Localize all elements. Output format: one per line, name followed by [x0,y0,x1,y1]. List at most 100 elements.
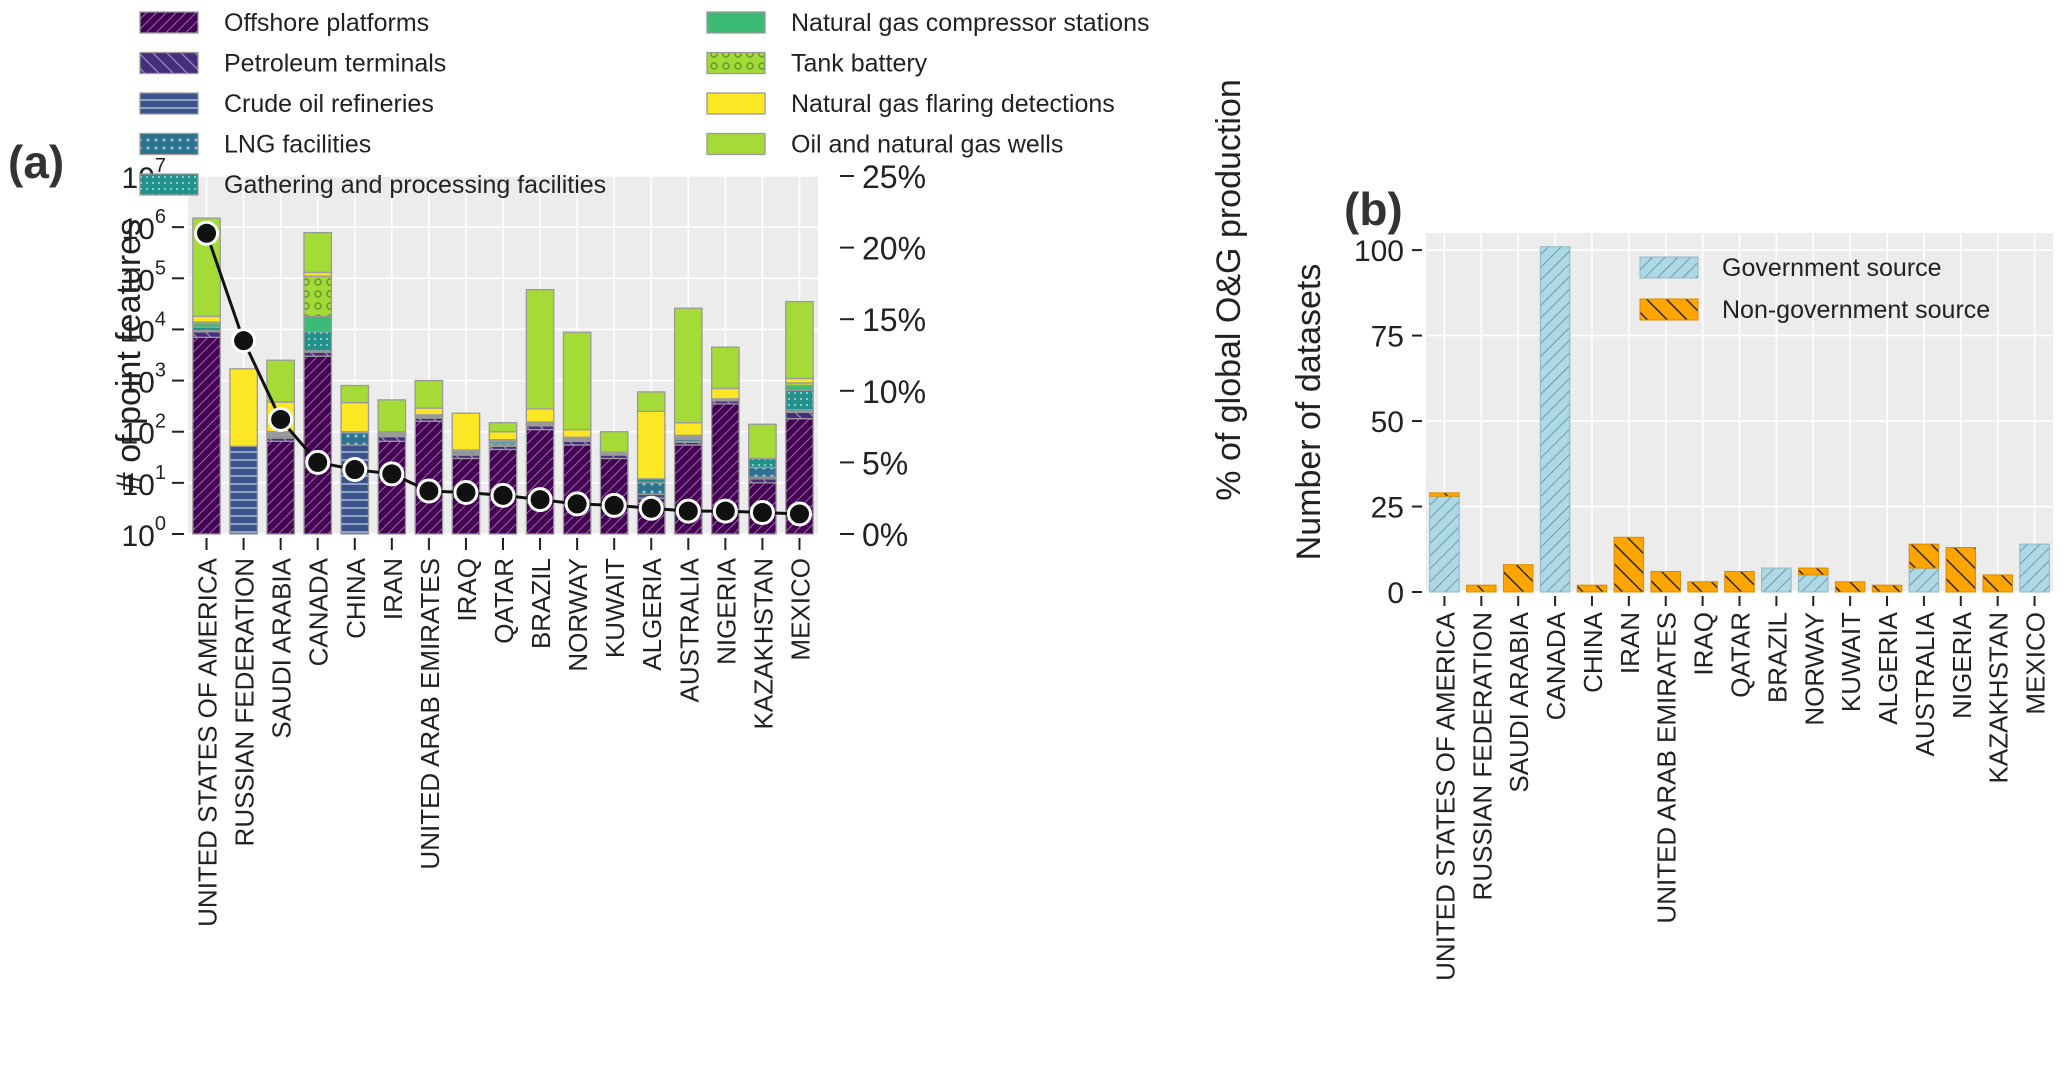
legend-swatch [1639,256,1699,279]
x-tick-label: UNITED ARAB EMIRATES [415,558,445,870]
tick-exp: 3 [155,360,166,382]
legend-swatch [139,51,199,75]
x-tick-label: NIGERIA [711,557,741,665]
panel-b-label: (b) [1344,183,1403,235]
bar-segment [266,440,296,535]
bar-non-government [1982,574,2013,593]
legend-label: Non-government source [1722,296,1990,324]
bar-segment [785,377,814,384]
x-tick-label: IRAN [378,558,408,620]
bar-non-government [1798,567,1829,576]
bar-non-government [1687,581,1718,593]
x-tick-label: IRAQ [1689,612,1719,676]
x-tick-label: QATAR [1726,612,1756,698]
tick-exp: 0 [155,513,166,535]
legend-swatch [706,92,766,115]
bar-segment [748,466,777,478]
panel-a-label: (a) [8,136,64,188]
y-tick-label: 103 [122,360,167,400]
bar-non-government [1871,584,1903,593]
y-axis-label-a: # of point features [110,219,148,491]
tick-exp: 7 [155,155,166,177]
bar-non-government [1945,547,1977,593]
bar-non-government [1613,536,1645,593]
production-point [749,500,775,526]
bar-non-government [1650,570,1681,593]
bar-segment [266,359,296,403]
bar-segment [303,355,333,535]
bar-segment [748,457,777,469]
bar-segment [377,399,407,433]
production-point [379,461,405,487]
bar-segment [562,444,592,535]
y-tick-label: 105 [122,257,167,297]
y-tick-label: 106 [122,206,167,246]
production-point [194,220,220,246]
x-tick-label: UNITED ARAB EMIRATES [1652,612,1682,924]
bar-government [1908,567,1940,593]
x-tick-label: RUSSIAN FEDERATION [230,558,260,846]
legend-swatch [139,11,199,34]
bar-segment [673,422,703,436]
y-tick-label: 75 [1371,321,1404,354]
bar-segment [525,288,555,410]
production-point [675,498,701,524]
y2-tick-label: 10% [862,374,926,410]
bar-government [1798,574,1829,593]
x-tick-label: CHINA [1578,611,1608,693]
bar-segment [710,346,740,390]
legend-swatch [706,132,766,156]
bar-segment [192,315,221,323]
y-axis-b: 0 25 50 75 100 [1354,235,1422,610]
production-point [786,501,812,527]
bar-government [2019,543,2050,593]
production-point [527,487,553,513]
y-tick-label: 100 [1354,235,1404,268]
tick-base: 10 [122,213,155,246]
x-tick-label: CANADA [1541,611,1571,720]
bar-government [1761,567,1792,593]
bar-segment [414,379,444,409]
x-tick-label: ALGERIA [1873,611,1903,724]
tick-base: 10 [122,315,155,348]
bars-a [192,217,814,535]
y-tick-label: 25 [1371,492,1404,525]
x-axis-b: UNITED STATES OF AMERICA RUSSIAN FEDERATI… [1430,596,2051,981]
x-tick-label: SAUDI ARABIA [267,557,297,738]
legend-label: LNG facilities [224,131,371,159]
bar-segment [303,232,333,274]
bars-b [1429,246,2050,593]
x-tick-label: MEXICO [785,558,815,661]
production-point [268,406,294,432]
legend-swatch [706,11,766,34]
bar-segment [488,431,518,441]
bar-segment [192,331,221,339]
legend-label: Petroleum terminals [224,50,446,78]
x-tick-label: ALGERIA [637,557,667,670]
legend-label: Government source [1722,254,1942,282]
bar-segment [785,411,814,420]
bar-segment [599,431,629,453]
bar-segment [636,410,666,480]
bar-segment [340,402,370,433]
bar-segment [303,331,333,352]
legend-label: Crude oil refineries [224,90,434,118]
x-tick-label: IRAN [1615,612,1645,674]
legend-label: Offshore platforms [224,9,429,37]
bar-segment [636,391,666,413]
x-tick-label: MEXICO [2021,612,2051,715]
production-point [490,482,516,508]
bar-segment [785,389,814,411]
x-tick-label: AUSTRALIA [674,557,704,702]
bar-segment [710,387,740,400]
bar-segment [303,315,333,333]
y2-tick-label: 0% [862,517,908,553]
bar-segment [488,422,518,433]
y2-tick-label: 20% [862,231,926,267]
legend-swatch [139,92,199,115]
legend-label: Gathering and processing facilities [224,171,606,199]
bar-segment [636,482,666,495]
tick-base: 10 [122,520,155,553]
bar-segment [229,368,258,447]
